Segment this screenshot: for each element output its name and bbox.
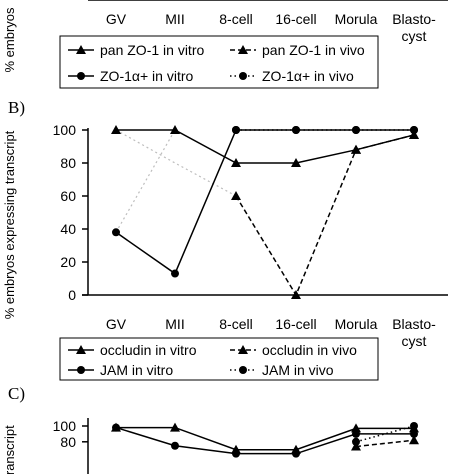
panel-a-legend-text: pan ZO-1 in vivo [262, 42, 365, 58]
panel-a: % embryos GV MII 8-cell 16-cell Morula Blasto… [2, 0, 448, 89]
panel-c-data-point [410, 422, 418, 430]
panel-a-y-label: % embryos [2, 7, 17, 73]
panel-c-series-line [355, 439, 415, 448]
panel-c-data-point [352, 437, 360, 446]
panel-a-category-label: Morula [335, 11, 378, 27]
panel-b-data-point [351, 144, 361, 154]
panel-a-legend-marker [77, 72, 85, 80]
panel-b-category-label: 8-cell [219, 316, 252, 332]
panel-c-data-point [351, 441, 361, 451]
panel-b-legend-marker [76, 345, 86, 354]
panel-b-y-tick-label: 20 [60, 254, 76, 270]
panel-c-data-point [171, 441, 179, 450]
panel-c-data-point [351, 423, 361, 433]
panel-b-data-point [291, 158, 301, 167]
panel-b-label: B) [8, 98, 25, 117]
panel-c-data-point [409, 435, 419, 445]
panel-b-data-point [171, 269, 179, 278]
panel-b-data-point [111, 125, 121, 134]
panel-c-data-point [292, 449, 300, 458]
panel-a-legend-marker [76, 45, 86, 54]
panel-c-y-tick-label: 100 [53, 418, 77, 434]
panel-b-y-tick-label: 60 [60, 188, 76, 204]
panel-b-legend-marker [238, 345, 248, 354]
panel-b-series-line [116, 129, 415, 164]
panel-c-data-point [352, 429, 360, 438]
panel-b-data-point [352, 126, 360, 134]
panel-b-y-tick-label: 0 [68, 287, 76, 303]
panel-a-category-label: GV [106, 11, 127, 27]
panel-b-category-label: GV [106, 316, 127, 332]
panel-b-data-point [410, 126, 418, 134]
panel-b-series-line [115, 129, 414, 275]
panel-b-legend-text: occludin in vivo [262, 342, 357, 358]
panel-b-data-point [231, 158, 241, 167]
panel-b-legend-text: JAM in vitro [100, 362, 173, 378]
panel-a-category-label: 16-cell [275, 11, 316, 27]
panel-a-legend-text: ZO-1α+ in vitro [100, 68, 193, 84]
panel-b-legend-text: occludin in vitro [100, 342, 197, 358]
panel-b-category-label: 16-cell [275, 316, 316, 332]
panel-b-data-point [409, 129, 419, 139]
panel-a-category-label: cyst [402, 28, 427, 44]
panel-a-legend-text: pan ZO-1 in vitro [100, 42, 204, 58]
panel-a-legend-marker [238, 45, 248, 54]
panel-b-data-point [292, 126, 300, 134]
panel-b-y-tick-label: 80 [60, 155, 76, 171]
panel-b-category-label: Morula [335, 316, 378, 332]
panel-b-faint-line [115, 129, 237, 197]
panel-c-label: C) [8, 384, 25, 403]
panel-b-category-label: cyst [402, 333, 427, 349]
panel-b-category-label: MII [165, 316, 184, 332]
panel-b: % embryos expressing transcript 0 20 40 60 8… [2, 122, 448, 381]
panel-b-y-label: % embryos expressing transcript [2, 130, 17, 319]
panel-b-legend-box [59, 337, 379, 381]
panel-c-series-line [355, 425, 415, 443]
panel-c-data-point [410, 429, 418, 438]
panel-b-series-line [235, 134, 415, 297]
panel-c-y-label: transcript [2, 425, 17, 474]
panel-b-data-point [170, 125, 180, 134]
panel-b-legend-marker [239, 366, 247, 374]
panel-b-y-tick-label: 100 [53, 122, 77, 138]
panel-a-legend-marker [239, 72, 247, 80]
panel-a-category-label: MII [165, 11, 184, 27]
panel-a-legend-text: ZO-1α+ in vivo [262, 68, 354, 84]
panel-b-legend-marker [77, 366, 85, 374]
panel-b-data-point [231, 191, 241, 200]
panel-b-data-point [112, 228, 120, 237]
panel-c-series-line [116, 426, 414, 451]
panel-a-legend-box [59, 35, 379, 89]
panel-c-data-point [232, 449, 240, 458]
panel-b-category-label: Blasto- [392, 316, 436, 332]
panel-b-faint-line [115, 129, 176, 233]
panel-b-data-point [232, 126, 240, 134]
panel-b-data-point [291, 290, 301, 299]
panel-c-y-tick-label: 80 [60, 434, 76, 450]
panel-a-category-label: 8-cell [219, 11, 252, 27]
panel-c-series-line [115, 426, 414, 455]
panel-b-y-tick-label: 40 [60, 221, 76, 237]
panel-a-category-label: Blasto- [392, 11, 436, 27]
panel-c-data-point [170, 422, 180, 432]
panel-c-data-point [112, 423, 120, 432]
panel-b-legend-text: JAM in vivo [262, 362, 334, 378]
